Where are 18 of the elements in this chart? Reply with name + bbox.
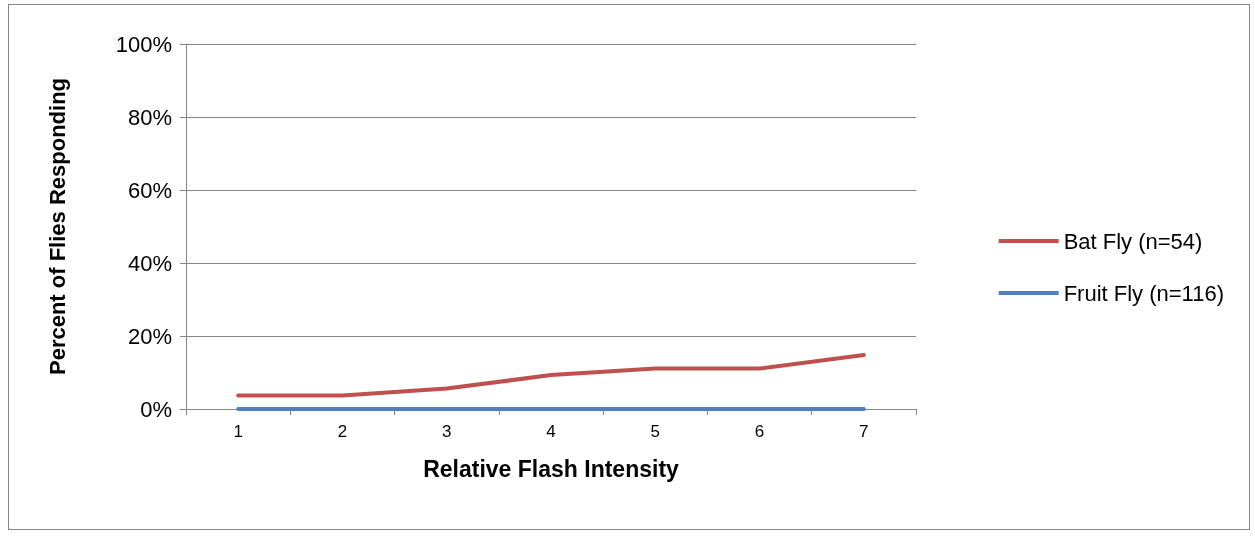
line-series xyxy=(236,352,866,398)
x-tick-label: 2 xyxy=(337,422,348,441)
y-tick-label: 20% xyxy=(127,323,172,349)
legend-label: Fruit Fly (n=116) xyxy=(1063,280,1224,306)
x-tick-label: 5 xyxy=(650,422,661,441)
y-axis-title: Percent of Flies Responding xyxy=(44,77,70,376)
legend-label: Bat Fly (n=54) xyxy=(1063,228,1203,254)
y-tick-label: 60% xyxy=(127,177,172,203)
x-tick-label: 3 xyxy=(441,422,452,441)
y-tick-label: 80% xyxy=(127,104,172,130)
x-tick-label: 7 xyxy=(859,422,869,441)
x-tick-label: 1 xyxy=(233,422,243,441)
x-tick-label: 6 xyxy=(754,422,765,441)
y-tick-label: 100% xyxy=(115,31,172,57)
x-tick-label: 4 xyxy=(546,422,556,441)
x-axis-title: Relative Flash Intensity xyxy=(423,455,680,482)
y-tick-label: 0% xyxy=(140,396,172,422)
y-tick-label: 40% xyxy=(127,250,172,276)
